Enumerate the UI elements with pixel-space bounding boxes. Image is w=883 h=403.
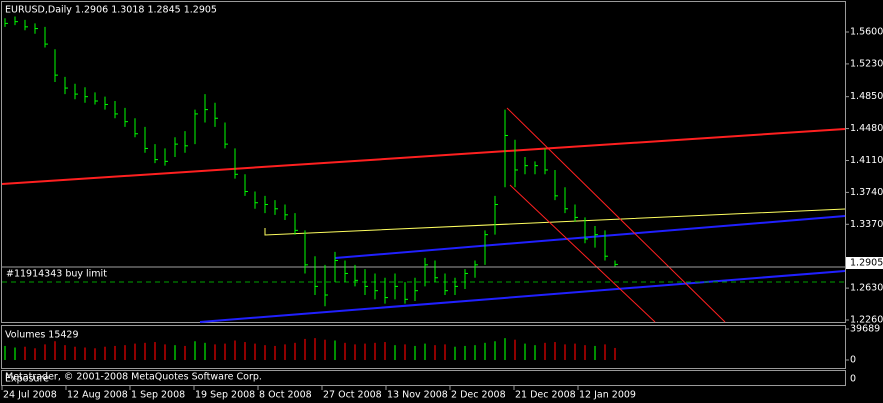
footer-panel (1, 370, 846, 386)
y-tick-label: 1.4480 (850, 123, 883, 134)
y-tick-label: 1.2260 (850, 315, 883, 326)
x-tick-label: 1 Sep 2008 (131, 390, 185, 401)
y-tick-label: 1.4110 (850, 155, 883, 166)
chart-title: EURUSD,Daily 1.2906 1.3018 1.2845 1.2905 (5, 5, 217, 16)
x-tick-label: 13 Nov 2008 (387, 390, 448, 401)
y-tick-label: 1.3370 (850, 219, 883, 230)
footer-tick: 0 (850, 374, 856, 385)
x-tick-label: 2 Dec 2008 (451, 390, 506, 401)
volume-tick-label: 0 (850, 355, 856, 366)
trend-line (334, 215, 846, 259)
main-panel (1, 1, 846, 323)
volume-title: Volumes 15429 (5, 330, 79, 341)
y-tick-label: 1.3740 (850, 187, 883, 198)
y-tick-label: 1.4850 (850, 91, 883, 102)
x-tick-label: 21 Dec 2008 (515, 390, 576, 401)
x-tick-label: 8 Oct 2008 (259, 390, 312, 401)
x-tick-label: 24 Jul 2008 (3, 390, 57, 401)
order-label: #11914343 buy limit (6, 269, 107, 280)
y-tick-label: 1.2630 (850, 283, 883, 294)
x-tick-label: 19 Sep 2008 (195, 390, 255, 401)
x-tick-label: 27 Oct 2008 (323, 390, 382, 401)
trend-line (1, 128, 846, 185)
x-tick-label: 12 Aug 2008 (67, 390, 128, 401)
footer-text: Metatrader, © 2001-2008 MetaQuotes Softw… (5, 372, 262, 383)
channel-line (509, 184, 656, 323)
volume-tick-label: 39689 (850, 324, 880, 335)
price-label: 1.2905 (850, 258, 883, 269)
trend-line (264, 208, 846, 236)
y-tick-label: 1.5230 (850, 58, 883, 69)
x-tick-label: 12 Jan 2009 (579, 390, 636, 401)
volume-panel (1, 325, 846, 369)
channel-line (506, 107, 726, 323)
y-tick-label: 1.5600 (850, 27, 883, 38)
trend-line (199, 270, 846, 323)
footer-left: Exposure (5, 374, 49, 385)
price-box (846, 257, 883, 269)
